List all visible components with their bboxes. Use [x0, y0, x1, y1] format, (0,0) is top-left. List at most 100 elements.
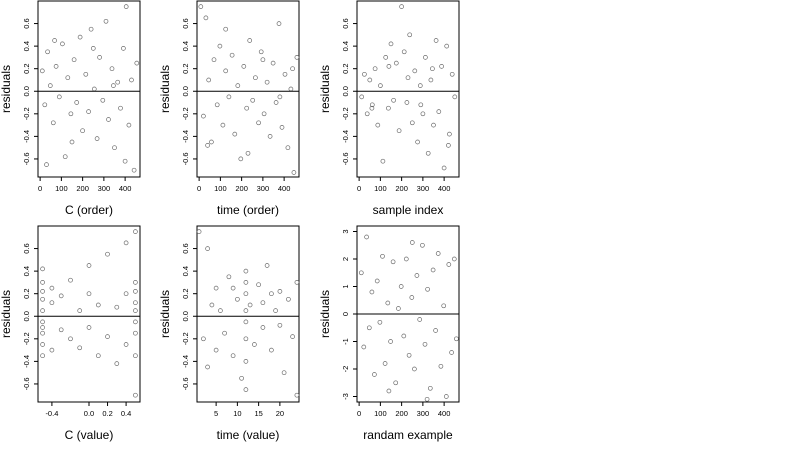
y-tick-label: 0.6 [22, 18, 31, 28]
data-point [126, 122, 132, 128]
data-point [273, 308, 278, 313]
data-point [222, 330, 227, 336]
x-tick-label: 200 [76, 184, 89, 193]
data-point [133, 330, 138, 336]
data-point [95, 302, 101, 308]
data-point [244, 105, 250, 111]
data-point [40, 342, 45, 347]
x-tick-label: 100 [374, 409, 387, 418]
y-tick-label: 0.4 [22, 266, 31, 276]
data-point [436, 109, 442, 114]
y-tick-label: 0.2 [22, 63, 31, 73]
y-tick-label: 1 [341, 284, 350, 288]
x-tick-label: 0 [357, 184, 361, 193]
data-point [386, 64, 392, 69]
data-point [260, 325, 266, 330]
data-point [420, 242, 425, 248]
y-axis-title: residuals [0, 65, 13, 113]
data-point [134, 60, 140, 66]
data-point [430, 66, 435, 72]
data-point [420, 111, 426, 117]
x-tick-label: 200 [395, 409, 408, 418]
y-tick-label: 0.6 [181, 243, 190, 253]
data-point [454, 336, 459, 342]
x-axis-title: C (order) [65, 203, 113, 217]
plot-frame [196, 0, 300, 178]
data-point [393, 380, 399, 386]
data-point [447, 131, 452, 137]
data-point [131, 167, 137, 173]
scatter-panel: 0 100 200 300 400 -0.6 -0.4 -0.2 0.0 0.2 0.4 0.6 tim… [158, 0, 300, 217]
data-point [441, 165, 447, 171]
data-point [209, 302, 215, 308]
y-tick-label: -0.4 [341, 130, 350, 143]
data-point [114, 304, 120, 310]
data-point [433, 38, 439, 43]
scatter-panel: -0.4 0.0 0.2 0.4 -0.6 -0.4 -0.2 0.0 0.2 0.4 0.6 C (… [0, 225, 141, 442]
data-point [422, 341, 428, 347]
data-point [69, 139, 75, 145]
y-tick-label: -0.6 [181, 377, 190, 390]
data-point [433, 328, 438, 333]
data-point [243, 359, 249, 364]
data-point [431, 122, 436, 128]
data-point [40, 325, 45, 330]
data-point [68, 336, 73, 342]
y-tick-label: -0.6 [341, 152, 350, 165]
data-point [129, 77, 134, 83]
x-tick-label: -0.4 [45, 409, 58, 418]
data-point [364, 111, 370, 117]
data-point [258, 49, 264, 55]
data-point [47, 83, 53, 88]
data-point [201, 113, 206, 119]
y-axis-title: residuals [0, 290, 13, 338]
data-point [49, 347, 55, 353]
data-point [276, 21, 282, 26]
data-point [425, 150, 431, 156]
data-point [40, 319, 45, 325]
data-point [206, 77, 212, 83]
data-point [247, 302, 253, 308]
data-point [105, 251, 110, 257]
data-point [40, 289, 45, 294]
data-point [396, 306, 401, 311]
data-point [260, 300, 266, 306]
x-tick-label: 400 [119, 184, 132, 193]
data-point [407, 32, 413, 38]
data-point [423, 55, 428, 60]
x-tick-label: 400 [278, 184, 291, 193]
y-tick-label: 0.6 [181, 18, 190, 28]
data-point [424, 396, 430, 402]
data-point [380, 253, 385, 259]
y-tick-label: 0 [341, 312, 350, 316]
y-tick-label: 2 [341, 257, 350, 261]
data-point [90, 46, 96, 51]
scatter-panel: 0 100 200 300 400 -0.6 -0.4 -0.2 0.0 0.2 0.4 0.6 C (… [0, 0, 141, 217]
data-point [403, 256, 409, 262]
data-point [358, 270, 364, 276]
data-point [235, 83, 241, 88]
data-point [398, 284, 404, 289]
data-point [380, 158, 386, 164]
data-point [359, 94, 365, 100]
y-tick-label: 0.0 [22, 86, 31, 96]
data-point [238, 156, 244, 162]
data-point [452, 94, 458, 100]
plot-frame [196, 225, 300, 403]
plot-frame [356, 0, 460, 178]
data-point [396, 128, 402, 134]
data-point [112, 145, 117, 151]
data-point [383, 55, 389, 60]
data-point [273, 100, 279, 105]
x-tick-label: 20 [276, 409, 284, 418]
data-point [133, 319, 138, 325]
data-point [386, 388, 392, 394]
data-point [369, 102, 375, 108]
x-axis-title: time (order) [217, 203, 279, 217]
data-point [40, 330, 45, 336]
data-point [446, 262, 452, 267]
data-point [362, 71, 367, 77]
data-point [260, 57, 266, 63]
data-point [58, 293, 64, 299]
y-axis-title: residuals [158, 290, 172, 338]
